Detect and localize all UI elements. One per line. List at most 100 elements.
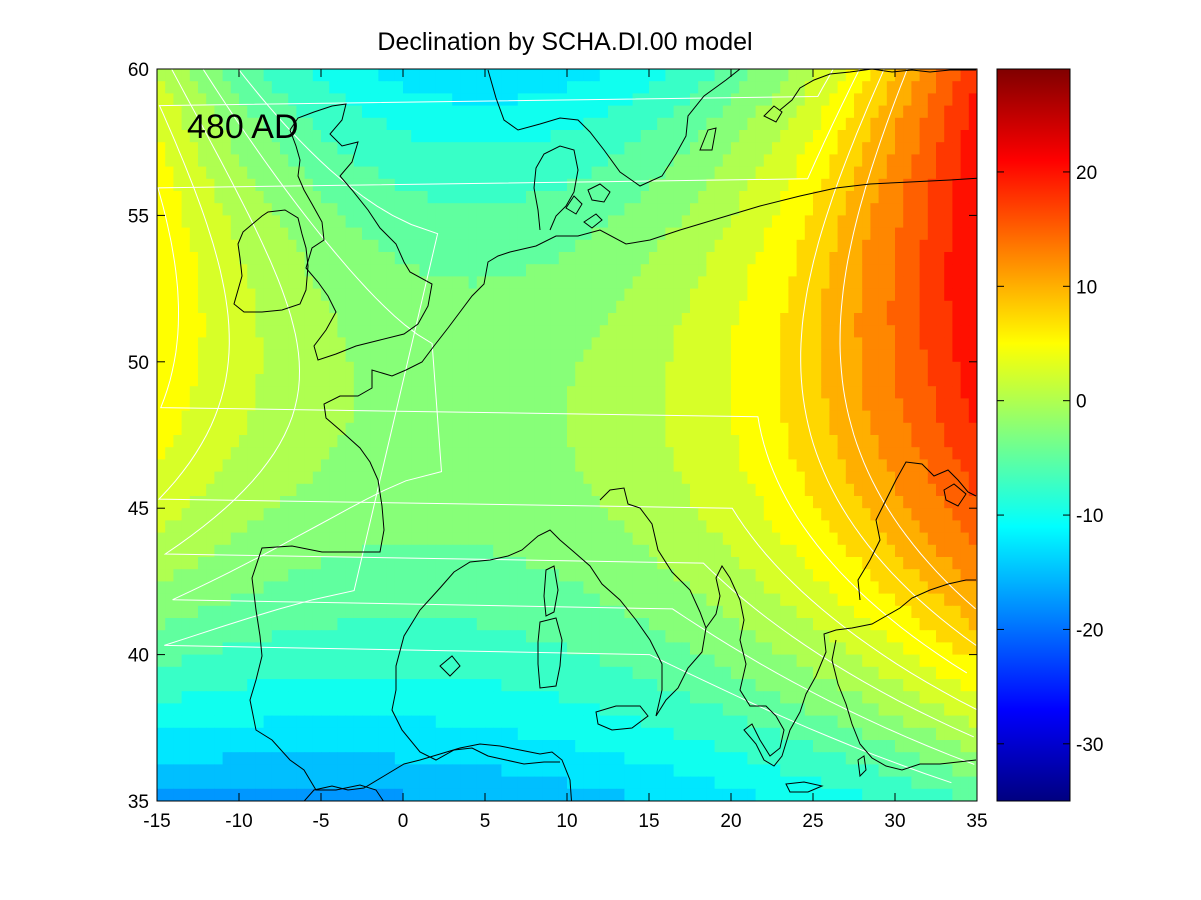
field-cell — [255, 374, 265, 387]
field-cell — [386, 252, 396, 265]
field-cell — [903, 569, 912, 582]
field-cell — [263, 239, 273, 253]
field-cell — [919, 520, 929, 534]
field-cell — [517, 459, 527, 473]
field-cell — [854, 471, 863, 485]
field-cell — [353, 593, 363, 607]
field-cell — [386, 386, 396, 399]
field-cell — [878, 361, 888, 375]
field-cell — [173, 313, 183, 326]
field-cell — [304, 483, 314, 497]
field-cell — [657, 264, 666, 277]
field-cell — [616, 276, 625, 290]
field-cell — [845, 93, 855, 107]
field-cell — [657, 69, 666, 82]
field-cell — [534, 435, 543, 448]
field-cell — [722, 93, 732, 107]
field-cell — [198, 276, 207, 290]
field-cell — [895, 276, 904, 290]
field-cell — [780, 69, 789, 82]
field-cell — [575, 605, 584, 619]
field-cell — [337, 581, 347, 595]
field-cell — [271, 215, 281, 229]
field-cell — [460, 374, 470, 387]
field-cell — [681, 410, 691, 424]
field-cell — [509, 557, 519, 570]
field-cell — [813, 398, 822, 412]
field-cell — [755, 496, 765, 509]
field-cell — [321, 191, 330, 204]
field-cell — [862, 642, 871, 656]
field-cell — [189, 288, 199, 302]
field-cell — [312, 105, 322, 119]
field-cell — [288, 605, 297, 619]
field-cell — [731, 81, 740, 94]
field-cell — [804, 239, 814, 253]
field-cell — [206, 215, 215, 229]
field-cell — [591, 215, 601, 229]
field-cell — [698, 496, 707, 509]
field-cell — [763, 215, 773, 229]
field-cell — [690, 105, 699, 119]
field-cell — [780, 142, 789, 155]
field-cell — [862, 154, 871, 168]
field-cell — [862, 496, 871, 509]
field-cell — [845, 435, 855, 448]
field-cell — [296, 459, 306, 473]
field-cell — [337, 471, 347, 485]
field-cell — [509, 398, 519, 412]
field-cell — [714, 666, 724, 680]
field-cell — [517, 203, 527, 216]
field-cell — [780, 532, 789, 546]
field-cell — [854, 422, 863, 436]
field-cell — [952, 361, 962, 375]
field-cell — [903, 130, 912, 143]
field-cell — [542, 142, 552, 155]
field-cell — [304, 349, 314, 363]
field-cell — [632, 569, 642, 582]
field-cell — [829, 337, 839, 351]
field-cell — [526, 544, 535, 558]
field-cell — [788, 349, 798, 363]
field-cell — [952, 618, 962, 631]
field-cell — [714, 142, 724, 155]
field-cell — [821, 447, 830, 460]
field-cell — [870, 252, 880, 265]
field-cell — [878, 191, 888, 204]
field-cell — [206, 313, 215, 326]
field-cell — [731, 252, 740, 265]
field-cell — [362, 410, 371, 424]
field-cell — [271, 349, 281, 363]
field-cell — [165, 386, 174, 399]
field-cell — [296, 337, 306, 351]
field-cell — [206, 264, 215, 277]
field-cell — [681, 276, 691, 290]
field-cell — [952, 276, 962, 290]
field-cell — [370, 483, 379, 497]
field-cell — [673, 581, 683, 595]
field-cell — [690, 532, 699, 546]
field-cell — [239, 496, 248, 509]
field-cell — [435, 166, 445, 180]
field-cell — [444, 642, 453, 656]
field-cell — [681, 435, 691, 448]
field-cell — [321, 422, 330, 436]
field-cell — [542, 313, 552, 326]
field-cell — [353, 325, 363, 338]
field-cell — [747, 483, 757, 497]
field-cell — [230, 361, 240, 375]
field-cell — [263, 654, 273, 668]
field-cell — [640, 105, 650, 119]
field-cell — [304, 166, 314, 180]
field-cell — [312, 93, 322, 107]
field-cell — [722, 422, 732, 436]
field-cell — [927, 471, 937, 485]
field-cell — [698, 117, 707, 131]
field-cell — [329, 471, 338, 485]
field-cell — [722, 142, 732, 155]
field-cell — [288, 349, 297, 363]
field-cell — [763, 569, 773, 582]
field-cell — [419, 471, 429, 485]
field-cell — [329, 410, 338, 424]
field-cell — [460, 459, 470, 473]
